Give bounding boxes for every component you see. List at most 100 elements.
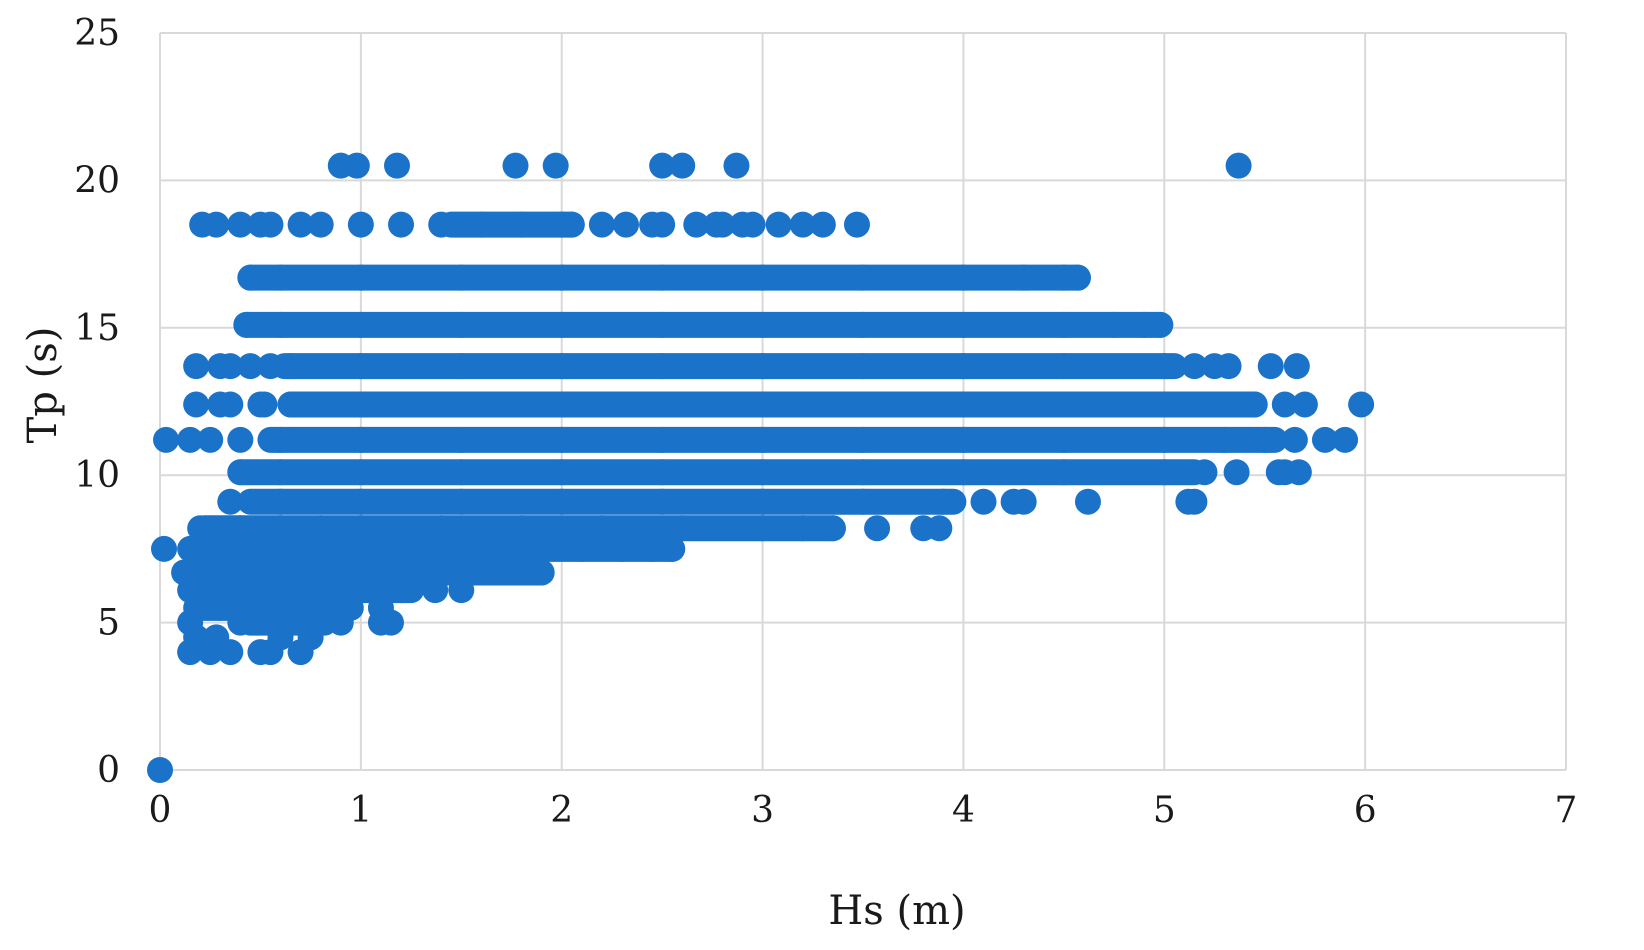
data-point (548, 426, 575, 453)
data-point (257, 353, 284, 380)
data-point (367, 535, 394, 562)
data-point (347, 353, 374, 380)
data-point (749, 353, 776, 380)
data-point (926, 515, 953, 542)
data-point (930, 488, 957, 515)
data-point (542, 152, 569, 179)
data-point (227, 609, 254, 636)
data-point (1285, 459, 1312, 486)
x-tick-label: 3 (751, 790, 774, 831)
data-point (649, 459, 676, 486)
data-point (1225, 152, 1252, 179)
data-point (819, 515, 846, 542)
data-point (548, 264, 575, 291)
x-tick-label: 6 (1354, 790, 1377, 831)
data-point (203, 211, 230, 238)
y-tick-label: 15 (74, 308, 120, 349)
data-point (367, 559, 394, 586)
data-point (950, 311, 977, 338)
data-point (388, 211, 415, 238)
data-points (147, 152, 1375, 783)
data-point (588, 211, 615, 238)
x-tick-label: 5 (1153, 790, 1176, 831)
data-point (183, 353, 210, 380)
data-point (448, 488, 475, 515)
data-point (548, 488, 575, 515)
data-point (347, 391, 374, 418)
data-point (502, 152, 529, 179)
data-point (408, 535, 435, 562)
data-point (683, 211, 710, 238)
data-point (548, 459, 575, 486)
data-point (422, 577, 449, 604)
data-point (448, 559, 475, 586)
data-point (1281, 426, 1308, 453)
data-point (347, 488, 374, 515)
data-point (669, 515, 696, 542)
data-point (147, 757, 173, 783)
data-point (1050, 459, 1077, 486)
data-point (1211, 426, 1238, 453)
data-point (1010, 488, 1037, 515)
data-point (1271, 391, 1298, 418)
data-point (612, 211, 639, 238)
data-point (217, 391, 244, 418)
data-point (1151, 353, 1178, 380)
data-point (970, 488, 997, 515)
data-point (287, 559, 314, 586)
data-point (588, 515, 615, 542)
data-point (177, 426, 204, 453)
data-point (1181, 488, 1208, 515)
data-point (528, 535, 555, 562)
data-point (1257, 353, 1284, 380)
data-point (1151, 426, 1178, 453)
data-point (247, 535, 274, 562)
data-point (568, 535, 595, 562)
data-point (187, 515, 214, 542)
data-point (950, 264, 977, 291)
y-axis-title: Tp (s) (20, 327, 66, 444)
data-point (251, 391, 278, 418)
data-point (448, 264, 475, 291)
data-point (227, 211, 254, 238)
data-point (608, 535, 635, 562)
data-point (1010, 264, 1037, 291)
data-point (1291, 391, 1318, 418)
data-point (649, 488, 676, 515)
data-point (548, 353, 575, 380)
data-point (277, 353, 304, 380)
data-point (307, 515, 334, 542)
data-point (1211, 391, 1238, 418)
data-point (809, 211, 836, 238)
x-tick-label: 7 (1555, 790, 1578, 831)
data-point (789, 211, 816, 238)
data-point (850, 264, 876, 291)
data-point (183, 391, 210, 418)
data-point (749, 311, 776, 338)
data-point (428, 515, 455, 542)
data-point (1348, 391, 1375, 418)
data-point (558, 211, 585, 238)
data-point (1241, 391, 1268, 418)
y-tick-label: 20 (74, 160, 120, 201)
data-point (723, 152, 750, 179)
data-point (1147, 311, 1174, 338)
data-point (843, 211, 870, 238)
data-point (548, 311, 575, 338)
data-point (850, 459, 876, 486)
data-point (1050, 353, 1077, 380)
data-point (1101, 311, 1128, 338)
data-point (1050, 426, 1077, 453)
data-point (508, 211, 535, 238)
data-point (765, 211, 792, 238)
data-point (1191, 459, 1218, 486)
data-point (749, 459, 776, 486)
x-tick-label: 1 (349, 790, 372, 831)
data-point (347, 459, 374, 486)
data-point (287, 211, 314, 238)
data-point (488, 535, 515, 562)
data-point (257, 211, 284, 238)
data-point (789, 515, 816, 542)
data-point (207, 535, 234, 562)
